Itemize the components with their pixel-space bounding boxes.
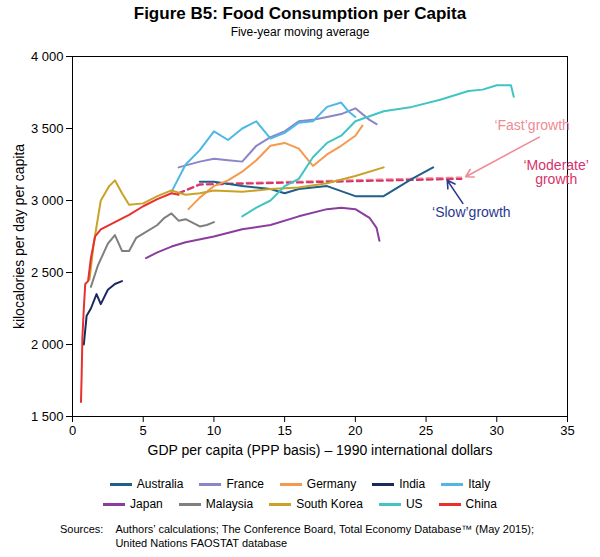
svg-text:35: 35 xyxy=(560,423,574,438)
html-text:Germany: Germany xyxy=(306,477,357,491)
html-text:Malaysia: Malaysia xyxy=(205,497,254,511)
svg-text:5: 5 xyxy=(140,423,147,438)
svg-text:‘Fast’growth: ‘Fast’growth xyxy=(494,117,569,133)
html-text:Authors’ calculations; The Con: Authors’ calculations; The Conference Bo… xyxy=(115,523,534,535)
html-text:South Korea: South Korea xyxy=(296,497,363,511)
svg-text:20: 20 xyxy=(348,423,362,438)
svg-text:kilocalories per day per capit: kilocalories per day per capita xyxy=(11,144,27,329)
html-text:US: US xyxy=(405,497,423,511)
svg-text:15: 15 xyxy=(277,423,291,438)
svg-text:10: 10 xyxy=(207,423,221,438)
html-text:Sources:: Sources: xyxy=(60,523,104,535)
html-text:Australia: Australia xyxy=(136,477,184,491)
html-text:Italy: Italy xyxy=(468,477,491,491)
svg-text:25: 25 xyxy=(419,423,433,438)
svg-text:0: 0 xyxy=(69,423,76,438)
svg-text:1 500: 1 500 xyxy=(31,409,64,424)
html-text:Five-year moving average: Five-year moving average xyxy=(230,25,370,39)
svg-text:2 500: 2 500 xyxy=(31,265,64,280)
html-text:Japan: Japan xyxy=(130,497,163,511)
svg-text:3 500: 3 500 xyxy=(31,121,64,136)
svg-text:30: 30 xyxy=(490,423,504,438)
svg-text:2 000: 2 000 xyxy=(31,337,64,352)
html-text:China: China xyxy=(465,497,497,511)
svg-text:GDP per capita (PPP basis) – 1: GDP per capita (PPP basis) – 1990 intern… xyxy=(147,442,492,458)
svg-text:‘Moderate’growth: ‘Moderate’growth xyxy=(523,157,588,187)
svg-text:3 000: 3 000 xyxy=(31,193,64,208)
html-text:India: India xyxy=(399,477,426,491)
svg-text:4 000: 4 000 xyxy=(31,49,64,64)
svg-text:‘Slow’growth: ‘Slow’growth xyxy=(432,204,511,220)
html-text:United Nations FAOSTAT databas: United Nations FAOSTAT database xyxy=(115,537,288,549)
html-text:France: France xyxy=(226,477,264,491)
html-text:Figure B5: Food Consumption pe: Figure B5: Food Consumption per Capita xyxy=(133,4,467,23)
